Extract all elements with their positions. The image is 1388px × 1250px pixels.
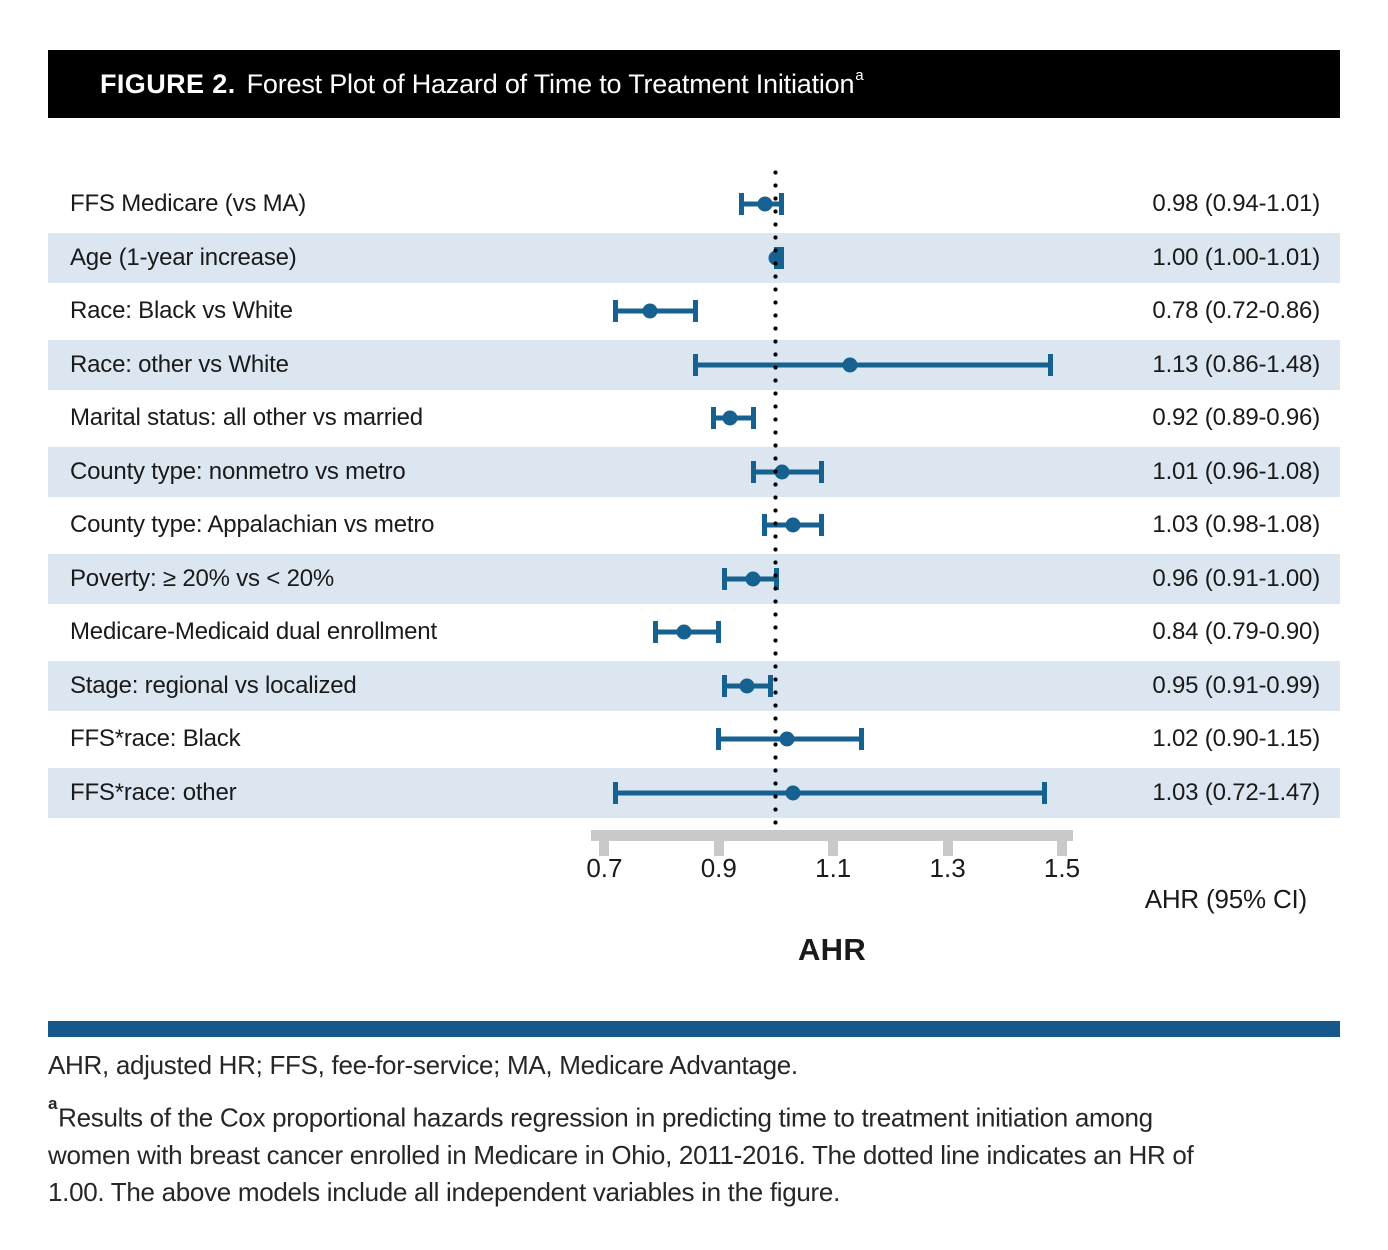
- row-value: 0.92 (0.89-0.96): [1152, 404, 1320, 431]
- x-axis-bar: [591, 830, 1073, 841]
- figure-title-superscript: a: [855, 66, 864, 84]
- ci-cap-high: [693, 300, 699, 322]
- x-axis-title: AHR: [797, 932, 867, 967]
- row-label: Age (1-year increase): [70, 243, 297, 271]
- row-value: 1.02 (0.90-1.15): [1152, 725, 1320, 752]
- reference-line-hr1: [773, 170, 778, 828]
- forest-row: Stage: regional vs localized 0.95 (0.91-0…: [48, 660, 1340, 711]
- ci-cap-low: [722, 567, 728, 590]
- row-value: 1.01 (0.96-1.08): [1152, 457, 1320, 485]
- forest-plot-rows: FFS Medicare (vs MA) 0.98 (0.94-1.01) Age …: [48, 177, 1340, 820]
- forest-row: FFS Medicare (vs MA) 0.98 (0.94-1.01): [48, 179, 1340, 229]
- axis-tick-label: 0.7: [586, 853, 623, 883]
- ci-cap-high: [779, 193, 785, 215]
- forest-row: Marital status: all other vs married 0.92…: [48, 393, 1340, 443]
- row-label: FFS*race: Black: [70, 725, 241, 752]
- ci-cap-high: [1042, 781, 1048, 804]
- row-label: FFS Medicare (vs MA): [70, 190, 307, 217]
- forest-row: Age (1-year increase) 1.00 (1.00-1.01): [48, 232, 1340, 283]
- ci-estimate-dot: [722, 410, 738, 426]
- ci-estimate-dot: [779, 731, 795, 747]
- ci-estimate-dot: [745, 571, 761, 586]
- figure-title: Forest Plot of Hazard of Time to Treatme…: [246, 68, 855, 99]
- ci-line: [695, 362, 1051, 367]
- ci-cap-high: [819, 460, 825, 483]
- forest-row: Race: Black vs White 0.78 (0.72-0.86): [48, 286, 1340, 336]
- forest-row: FFS*race: Black 1.02 (0.90-1.15): [48, 714, 1340, 764]
- forest-row: County type: nonmetro vs metro 1.01 (0.96…: [48, 446, 1340, 497]
- ci-cap-low: [613, 781, 619, 804]
- row-value: 0.84 (0.79-0.90): [1152, 618, 1320, 645]
- axis-note: AHR (95% CI): [1144, 884, 1307, 914]
- row-label: County type: nonmetro vs metro: [70, 457, 406, 485]
- row-value: 1.03 (0.72-1.47): [1152, 778, 1320, 806]
- ci-cap-high: [819, 514, 825, 536]
- row-value: 0.96 (0.91-1.00): [1152, 564, 1320, 592]
- ci-estimate-dot: [842, 357, 858, 372]
- ci-cap-low: [693, 353, 699, 376]
- row-value: 0.98 (0.94-1.01): [1152, 190, 1320, 217]
- row-label: Poverty: ≥ 20% vs < 20%: [70, 564, 335, 592]
- row-value: 1.00 (1.00-1.01): [1152, 243, 1320, 271]
- ci-cap-low: [613, 300, 619, 322]
- row-value: 0.78 (0.72-0.86): [1152, 297, 1320, 324]
- forest-row: FFS*race: other 1.03 (0.72-1.47): [48, 767, 1340, 818]
- ci-cap-high: [767, 674, 773, 697]
- figure-title-bar: FIGURE 2. Forest Plot of Hazard of Time …: [48, 50, 1340, 118]
- ci-cap-low: [722, 674, 728, 697]
- row-value: 1.13 (0.86-1.48): [1152, 350, 1320, 378]
- ci-cap-low: [739, 193, 745, 215]
- axis-tick: [713, 841, 724, 856]
- row-value: 0.95 (0.91-0.99): [1152, 671, 1320, 699]
- ci-cap-high: [1048, 353, 1054, 376]
- axis-tick-label: 0.9: [700, 853, 737, 883]
- row-label: Race: Black vs White: [70, 297, 293, 324]
- figure-number: FIGURE 2.: [100, 68, 236, 99]
- axis-tick: [942, 841, 953, 856]
- axis-tick: [1057, 841, 1067, 856]
- ci-cap-low: [653, 621, 659, 643]
- row-label: Medicare-Medicaid dual enrollment: [70, 618, 437, 645]
- row-label: County type: Appalachian vs metro: [70, 511, 435, 538]
- ci-estimate-dot: [739, 678, 755, 693]
- ci-cap-high: [716, 621, 722, 643]
- footer-divider: [48, 1021, 1340, 1037]
- ci-cap-low: [762, 514, 768, 536]
- footnote-marker: a: [48, 1094, 58, 1113]
- row-label: Stage: regional vs localized: [70, 671, 357, 699]
- footnote-line-text: Results of the Cox proportional hazards …: [58, 1102, 1153, 1133]
- ci-cap-low: [750, 460, 756, 483]
- axis-tick-label: 1.1: [815, 853, 852, 883]
- forest-row: Poverty: ≥ 20% vs < 20% 0.96 (0.91-1.00): [48, 553, 1340, 604]
- footnote-line: 1.00. The above models include all indep…: [48, 1176, 840, 1207]
- forest-row: Medicare-Medicaid dual enrollment 0.84 (0…: [48, 607, 1340, 657]
- ci-cap-low: [710, 407, 716, 429]
- axis-tick-label: 1.5: [1043, 853, 1081, 883]
- axis-tick: [828, 841, 839, 856]
- row-label: FFS*race: other: [70, 778, 237, 806]
- ci-estimate-dot: [757, 196, 773, 212]
- ci-estimate-dot: [642, 303, 658, 319]
- forest-row: Race: other vs White 1.13 (0.86-1.48): [48, 339, 1340, 390]
- row-label: Marital status: all other vs married: [70, 404, 423, 431]
- ci-cap-high: [750, 407, 756, 429]
- ci-cap-high: [859, 728, 865, 750]
- axis-tick: [599, 841, 610, 856]
- forest-row: County type: Appalachian vs metro 1.03 (0…: [48, 500, 1340, 550]
- ci-estimate-dot: [676, 624, 692, 640]
- axis-tick-label: 1.3: [929, 853, 966, 883]
- ci-cap-low: [716, 728, 722, 750]
- footnote-line: women with breast cancer enrolled in Med…: [48, 1139, 1194, 1170]
- footnote-line: aResults of the Cox proportional hazards…: [48, 1093, 1194, 1137]
- footnote: aResults of the Cox proportional hazards…: [48, 1093, 1194, 1211]
- row-value: 1.03 (0.98-1.08): [1152, 511, 1320, 538]
- ci-estimate-dot: [785, 517, 801, 533]
- ci-estimate-dot: [785, 785, 801, 800]
- row-label: Race: other vs White: [70, 350, 289, 378]
- abbreviations-line: AHR, adjusted HR; FFS, fee-for-service; …: [48, 1050, 798, 1080]
- ci-line: [615, 790, 1045, 795]
